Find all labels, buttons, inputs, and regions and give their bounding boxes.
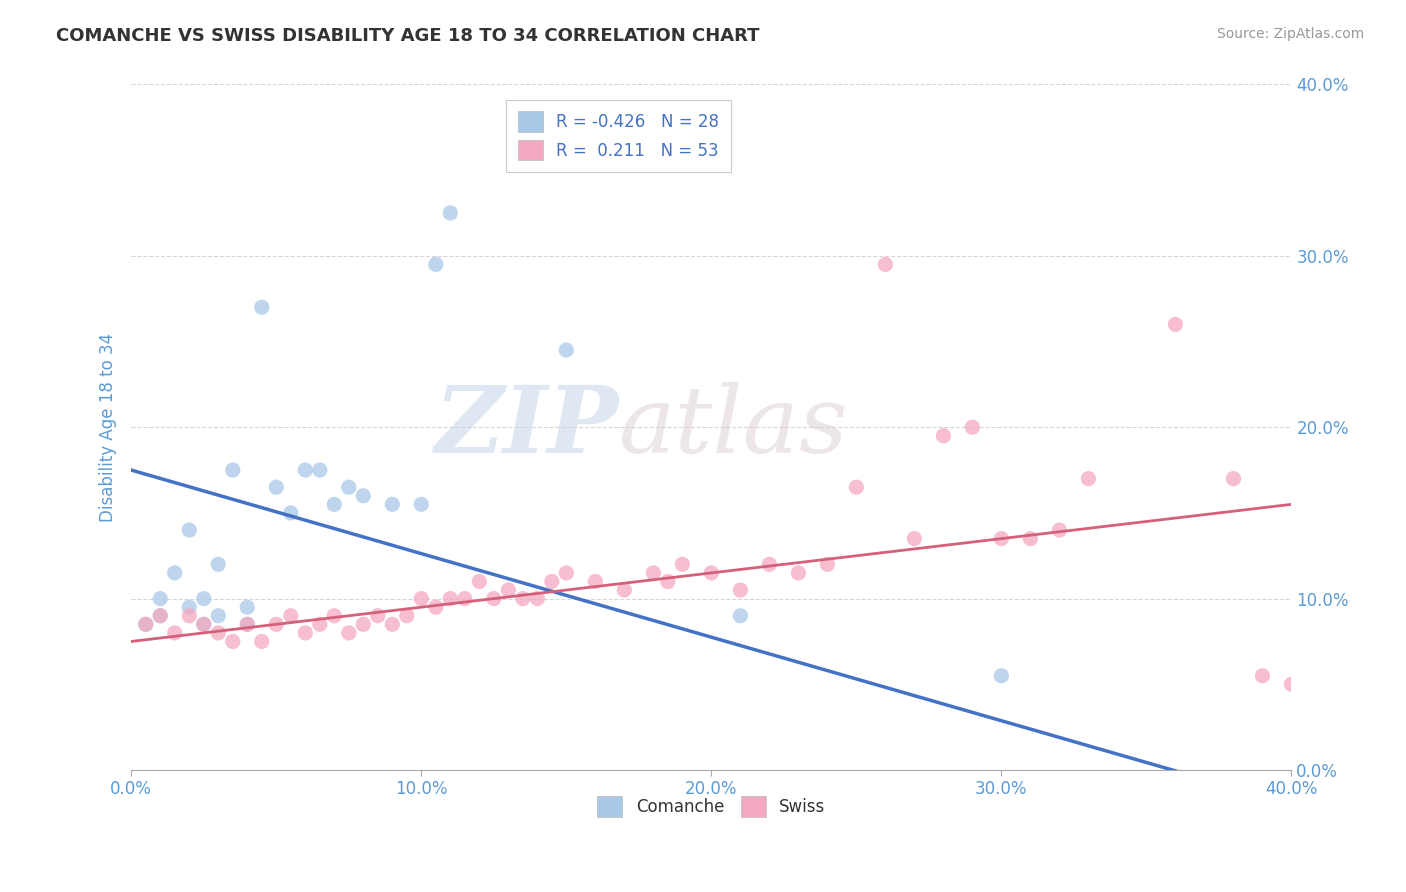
Point bbox=[526, 591, 548, 606]
Point bbox=[163, 566, 186, 580]
Point bbox=[222, 463, 245, 477]
Point bbox=[381, 617, 404, 632]
Point bbox=[264, 617, 287, 632]
Point bbox=[903, 532, 925, 546]
Point bbox=[193, 591, 215, 606]
Point bbox=[962, 420, 984, 434]
Point bbox=[425, 257, 447, 271]
Point bbox=[308, 617, 330, 632]
Point bbox=[337, 480, 360, 494]
Point bbox=[439, 206, 461, 220]
Text: atlas: atlas bbox=[619, 382, 848, 472]
Point bbox=[367, 608, 389, 623]
Point bbox=[135, 617, 157, 632]
Point bbox=[323, 497, 346, 511]
Point bbox=[207, 558, 229, 572]
Point bbox=[1164, 318, 1187, 332]
Point bbox=[700, 566, 723, 580]
Point bbox=[236, 617, 259, 632]
Point bbox=[135, 617, 157, 632]
Point bbox=[657, 574, 679, 589]
Point bbox=[149, 591, 172, 606]
Point bbox=[264, 480, 287, 494]
Point bbox=[149, 608, 172, 623]
Text: Source: ZipAtlas.com: Source: ZipAtlas.com bbox=[1216, 27, 1364, 41]
Point bbox=[671, 558, 693, 572]
Point bbox=[308, 463, 330, 477]
Point bbox=[337, 626, 360, 640]
Point bbox=[236, 600, 259, 615]
Point bbox=[1047, 523, 1070, 537]
Point bbox=[395, 608, 418, 623]
Point bbox=[381, 497, 404, 511]
Point bbox=[787, 566, 810, 580]
Point bbox=[193, 617, 215, 632]
Point bbox=[990, 669, 1012, 683]
Point bbox=[540, 574, 562, 589]
Point bbox=[179, 523, 201, 537]
Point bbox=[294, 626, 316, 640]
Point bbox=[179, 600, 201, 615]
Point bbox=[468, 574, 491, 589]
Point bbox=[352, 617, 374, 632]
Point bbox=[932, 429, 955, 443]
Point bbox=[1077, 472, 1099, 486]
Point bbox=[482, 591, 505, 606]
Point bbox=[179, 608, 201, 623]
Point bbox=[193, 617, 215, 632]
Point bbox=[1251, 669, 1274, 683]
Point bbox=[222, 634, 245, 648]
Y-axis label: Disability Age 18 to 34: Disability Age 18 to 34 bbox=[100, 333, 117, 522]
Point bbox=[250, 634, 273, 648]
Point bbox=[425, 600, 447, 615]
Text: COMANCHE VS SWISS DISABILITY AGE 18 TO 34 CORRELATION CHART: COMANCHE VS SWISS DISABILITY AGE 18 TO 3… bbox=[56, 27, 759, 45]
Point bbox=[990, 532, 1012, 546]
Point bbox=[730, 582, 752, 597]
Point bbox=[411, 591, 433, 606]
Point bbox=[643, 566, 665, 580]
Point bbox=[149, 608, 172, 623]
Point bbox=[1222, 472, 1244, 486]
Point bbox=[512, 591, 534, 606]
Point bbox=[730, 608, 752, 623]
Text: ZIP: ZIP bbox=[434, 382, 619, 472]
Point bbox=[555, 566, 578, 580]
Point bbox=[1281, 677, 1303, 691]
Point bbox=[236, 617, 259, 632]
Point bbox=[845, 480, 868, 494]
Point bbox=[555, 343, 578, 357]
Point bbox=[439, 591, 461, 606]
Point bbox=[1019, 532, 1042, 546]
Point bbox=[411, 497, 433, 511]
Point bbox=[613, 582, 636, 597]
Point bbox=[323, 608, 346, 623]
Point bbox=[207, 608, 229, 623]
Point bbox=[207, 626, 229, 640]
Point bbox=[352, 489, 374, 503]
Point bbox=[875, 257, 897, 271]
Point bbox=[454, 591, 477, 606]
Point bbox=[250, 300, 273, 314]
Point bbox=[815, 558, 838, 572]
Point bbox=[280, 506, 302, 520]
Point bbox=[163, 626, 186, 640]
Point bbox=[583, 574, 606, 589]
Point bbox=[758, 558, 780, 572]
Point bbox=[294, 463, 316, 477]
Point bbox=[498, 582, 520, 597]
Legend: Comanche, Swiss: Comanche, Swiss bbox=[591, 789, 832, 823]
Point bbox=[280, 608, 302, 623]
